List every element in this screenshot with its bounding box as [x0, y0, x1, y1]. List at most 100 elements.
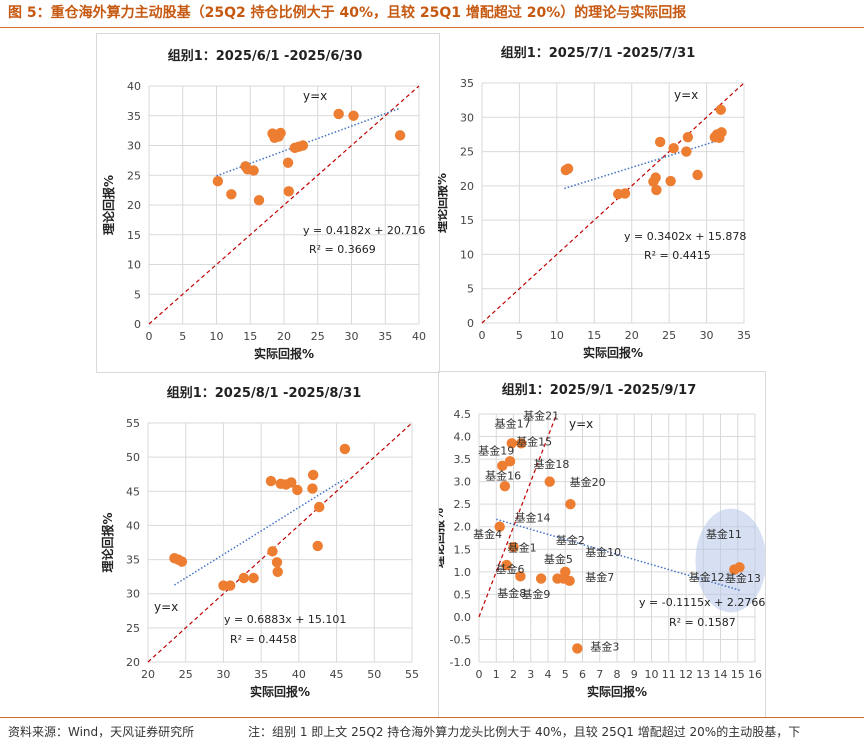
point-label: 基金12	[689, 570, 725, 584]
x-tick-label: 5	[179, 330, 186, 343]
data-point	[665, 175, 676, 187]
chart-panel-september: 组别1：2025/9/1 -2025/9/17 0 1 2 3 4 5 6 7 8 9 10 11 12 1…	[431, 371, 767, 718]
y-tick-label: 5	[467, 283, 474, 296]
y-tick-label: 25	[126, 622, 140, 635]
data-point	[271, 557, 283, 568]
trend-equation: y = 0.6883x + 15.101	[224, 613, 346, 626]
y-equals-x-label: y=x	[674, 88, 698, 102]
data-point	[265, 475, 277, 487]
data-point	[516, 438, 527, 449]
trend-equation: y = -0.1115x + 2.2766	[639, 596, 765, 609]
y-tick-label: 25	[127, 169, 141, 182]
data-point	[333, 108, 344, 120]
data-point	[297, 140, 309, 151]
y-tick-label: -1.0	[450, 656, 471, 669]
data-point	[307, 469, 319, 481]
data-point	[292, 484, 303, 496]
data-point	[716, 127, 727, 138]
x-tick-label: 2	[510, 668, 517, 681]
x-tick-label: 10	[210, 330, 224, 343]
trend-equation: y = 0.4182x + 20.716	[303, 224, 425, 237]
data-point	[176, 556, 188, 567]
scatter-chart: 组别1：2025/8/1 -2025/8/31 20 25 30 35 40 45 50 55 2…	[100, 385, 419, 699]
y-tick-label: 30	[127, 140, 141, 153]
data-point	[682, 131, 694, 143]
y-tick-label: 25	[460, 146, 474, 159]
point-label: 基金8	[497, 586, 526, 600]
x-tick-label: 8	[614, 668, 621, 681]
y-tick-label: 2.5	[454, 498, 472, 511]
point-label: 基金6	[496, 562, 525, 576]
r-squared-label: R² = 0.3669	[309, 243, 376, 256]
data-point	[650, 172, 661, 183]
x-tick-label: 20	[625, 329, 639, 342]
data-point	[272, 566, 283, 578]
chart-panel-july: 组别1：2025/7/1 -2025/7/31 0 5 10 15 20 25 30 35 0 5 1…	[434, 33, 764, 371]
y-axis-title: 理论回报%	[439, 508, 446, 568]
data-point	[248, 572, 259, 584]
data-point	[715, 104, 726, 115]
point-label: 基金7	[585, 570, 614, 584]
y-tick-label: 1.5	[454, 543, 472, 556]
x-tick-label: 0	[476, 668, 483, 681]
x-tick-label: 16	[748, 668, 762, 681]
y-tick-label: 10	[460, 248, 474, 261]
x-tick-label: 35	[737, 329, 751, 342]
x-tick-label: 6	[579, 668, 586, 681]
x-tick-label: 40	[292, 668, 306, 681]
data-point	[497, 460, 508, 472]
y-tick-label: -0.5	[450, 633, 471, 646]
x-tick-label: 15	[243, 330, 257, 343]
x-tick-label: 14	[714, 668, 728, 681]
y-tick-label: 0.0	[454, 611, 472, 624]
x-tick-label: 25	[662, 329, 676, 342]
trendline	[496, 518, 742, 592]
r-squared-label: R² = 0.1587	[669, 616, 736, 629]
point-label: 基金11	[706, 527, 742, 541]
x-tick-label: 40	[412, 330, 426, 343]
y-tick-label: 0	[467, 317, 474, 330]
chart-title: 组别1：2025/6/1 -2025/6/30	[168, 48, 363, 64]
x-axis-title: 实际回报%	[254, 346, 314, 361]
r-squared-label: R² = 0.4458	[230, 633, 297, 646]
x-tick-label: 55	[405, 668, 419, 681]
data-point	[494, 521, 505, 532]
x-tick-label: 25	[179, 668, 193, 681]
data-point	[544, 476, 555, 487]
x-tick-label: 3	[527, 668, 534, 681]
y-tick-label: 20	[126, 656, 140, 669]
point-label: 基金3	[590, 640, 619, 654]
x-tick-label: 5	[516, 329, 523, 342]
point-label: 基金18	[533, 457, 569, 471]
data-point	[394, 130, 406, 141]
data-point	[508, 541, 519, 553]
y-tick-label: 45	[126, 485, 140, 498]
x-tick-label: 0	[479, 329, 486, 342]
x-tick-label: 15	[587, 329, 601, 342]
chart-title: 组别1：2025/9/1 -2025/9/17	[502, 382, 697, 398]
x-tick-label: 13	[696, 668, 710, 681]
x-tick-label: 12	[679, 668, 693, 681]
y-tick-label: 20	[127, 199, 141, 212]
x-tick-label: 35	[254, 668, 268, 681]
y-tick-label: 30	[460, 111, 474, 124]
chart-panel-august: 组别1：2025/8/1 -2025/8/31 20 25 30 35 40 45 50 55 2…	[96, 371, 438, 716]
x-axis-title: 实际回报%	[587, 684, 647, 699]
y-tick-label: 2.0	[454, 521, 472, 534]
x-tick-label: 45	[330, 668, 344, 681]
y-equals-x-label: y=x	[303, 89, 327, 103]
x-tick-label: 20	[277, 330, 291, 343]
footer-rule	[0, 717, 864, 718]
x-tick-label: 35	[378, 330, 392, 343]
y-axis-title: 理论回报%	[101, 175, 116, 235]
y-tick-label: 55	[126, 417, 140, 430]
y-tick-label: 40	[126, 519, 140, 532]
data-point	[286, 477, 297, 488]
y-equals-x-line	[478, 413, 558, 618]
r-squared-label: R² = 0.4415	[644, 249, 711, 262]
source-note: 资料来源：Wind，天风证券研究所	[8, 725, 195, 739]
x-tick-label: 30	[345, 330, 359, 343]
y-tick-label: 0.5	[454, 588, 472, 601]
title-rule	[0, 27, 864, 28]
data-point	[562, 163, 574, 174]
